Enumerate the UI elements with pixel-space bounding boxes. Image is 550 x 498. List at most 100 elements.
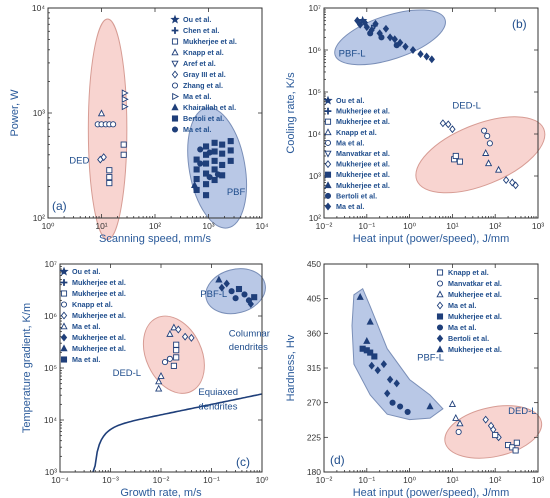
legend-entry: Bertoli et al. (448, 334, 489, 343)
x-axis-label: Heat input (power/speed), J/mm (353, 233, 510, 245)
data-point (445, 120, 452, 129)
y-tick-label: 270 (307, 398, 321, 408)
data-point (482, 415, 489, 424)
data-point (449, 125, 456, 134)
region-label: PBF-L (417, 352, 444, 363)
legend-entry: Manvatkar et al. (448, 279, 502, 288)
region-label: PBF (227, 187, 246, 198)
x-tick-label: 10⁻¹ (203, 475, 220, 485)
legend-marker (436, 324, 444, 331)
data-point (370, 22, 378, 30)
data-point (157, 371, 165, 379)
legend-entry: Mukherjee et al. (448, 312, 502, 321)
data-point (409, 46, 417, 54)
legend-marker (59, 266, 69, 276)
data-point (484, 159, 493, 167)
legend-entry: Ou et al. (336, 96, 364, 105)
data-point (492, 431, 499, 439)
data-point (423, 52, 430, 61)
legend-marker (171, 38, 179, 45)
x-tick-label: 10³ (532, 221, 544, 231)
legend-entry: Mukherjee et al. (72, 311, 126, 320)
data-point (391, 35, 398, 44)
annotation-text: Columnar (229, 329, 270, 340)
legend-entry: Knapp et al. (72, 300, 113, 309)
data-point (393, 379, 400, 388)
data-point (206, 149, 213, 156)
legend-marker (60, 344, 68, 352)
data-point (356, 20, 364, 29)
x-tick-label: 10³ (532, 475, 544, 485)
legend-marker (172, 92, 180, 101)
data-point (211, 148, 218, 155)
legend-marker (436, 301, 444, 310)
legend-marker (436, 345, 444, 353)
data-point (120, 141, 127, 148)
panel-b: 10⁻² 10⁻¹ 10⁰ 10¹ 10² 10³ 10² 10³ 10⁴ 10⁵ 10⁶ 10⁷ He… (285, 3, 546, 245)
data-point (404, 408, 411, 415)
cet-boundary-curve (92, 393, 263, 473)
legend-marker (171, 60, 179, 68)
data-point (170, 323, 178, 331)
legend-marker (436, 269, 444, 276)
x-tick-label: 10⁻¹ (358, 475, 375, 485)
x-tick-label: 10⁰ (403, 475, 416, 485)
data-point (228, 288, 235, 295)
legend-marker (324, 202, 332, 211)
data-point (232, 295, 239, 302)
legend-marker (436, 334, 444, 343)
x-tick-label: 10¹ (446, 475, 458, 485)
data-point (456, 158, 463, 165)
data-point (426, 402, 434, 410)
data-point (455, 428, 462, 435)
y-tick-label: 10³ (309, 171, 321, 181)
legend-marker (60, 322, 68, 330)
data-point (211, 139, 218, 146)
y-axis-label: Power, W (9, 89, 21, 137)
legend-entry: Mukherjee et al. (72, 289, 126, 298)
data-point (106, 167, 113, 174)
legend-entry: Ma et al. (448, 323, 476, 332)
y-tick-label: 10³ (45, 467, 57, 477)
x-axis-label: Scanning speed, mm/s (99, 233, 211, 245)
legend-marker (170, 14, 180, 24)
data-point (106, 180, 113, 187)
y-tick-label: 10² (33, 213, 45, 223)
data-point (366, 317, 374, 325)
y-tick-label: 10⁶ (308, 45, 321, 55)
data-point (173, 341, 180, 348)
region-label: DED-L (508, 406, 537, 417)
data-point (363, 23, 370, 32)
data-point (181, 332, 189, 341)
data-point (166, 355, 173, 362)
y-tick-label: 10⁵ (44, 363, 57, 373)
data-point (386, 375, 394, 384)
data-point (100, 153, 107, 162)
x-axis-label: Heat input (power/speed), J/mm (353, 487, 510, 498)
legend-marker (324, 107, 332, 115)
x-tick-label: 10⁻² (316, 221, 333, 231)
legend-marker (436, 280, 444, 287)
data-point (397, 403, 404, 410)
data-point (247, 300, 254, 308)
x-tick-label: 10² (489, 475, 501, 485)
data-point (203, 181, 210, 188)
legend-entry: Chen et al. (183, 26, 219, 35)
legend-entry: Mukherjee et al. (336, 160, 390, 169)
data-point (215, 275, 223, 283)
legend-marker (171, 115, 179, 122)
legend-entry: Aref et al. (183, 59, 216, 68)
panel-c: 10⁻⁴ 10⁻³ 10⁻² 10⁻¹ 10⁰ 10³ 10⁴ 10⁵ 10⁶ 10⁷ Growth… (21, 259, 270, 498)
data-point (512, 447, 519, 454)
legend-entry: Ma et al. (336, 202, 364, 211)
data-point (203, 192, 210, 199)
legend: Ou et al. Chen et al. Mukherjee et al. Knap… (170, 14, 237, 134)
data-point (170, 362, 177, 369)
data-point (155, 377, 163, 385)
y-tick-label: 10⁴ (32, 3, 45, 13)
data-point (203, 160, 210, 167)
data-point (227, 147, 234, 154)
legend-marker (324, 181, 332, 189)
legend-entry: Manvatkar et al. (336, 149, 390, 158)
